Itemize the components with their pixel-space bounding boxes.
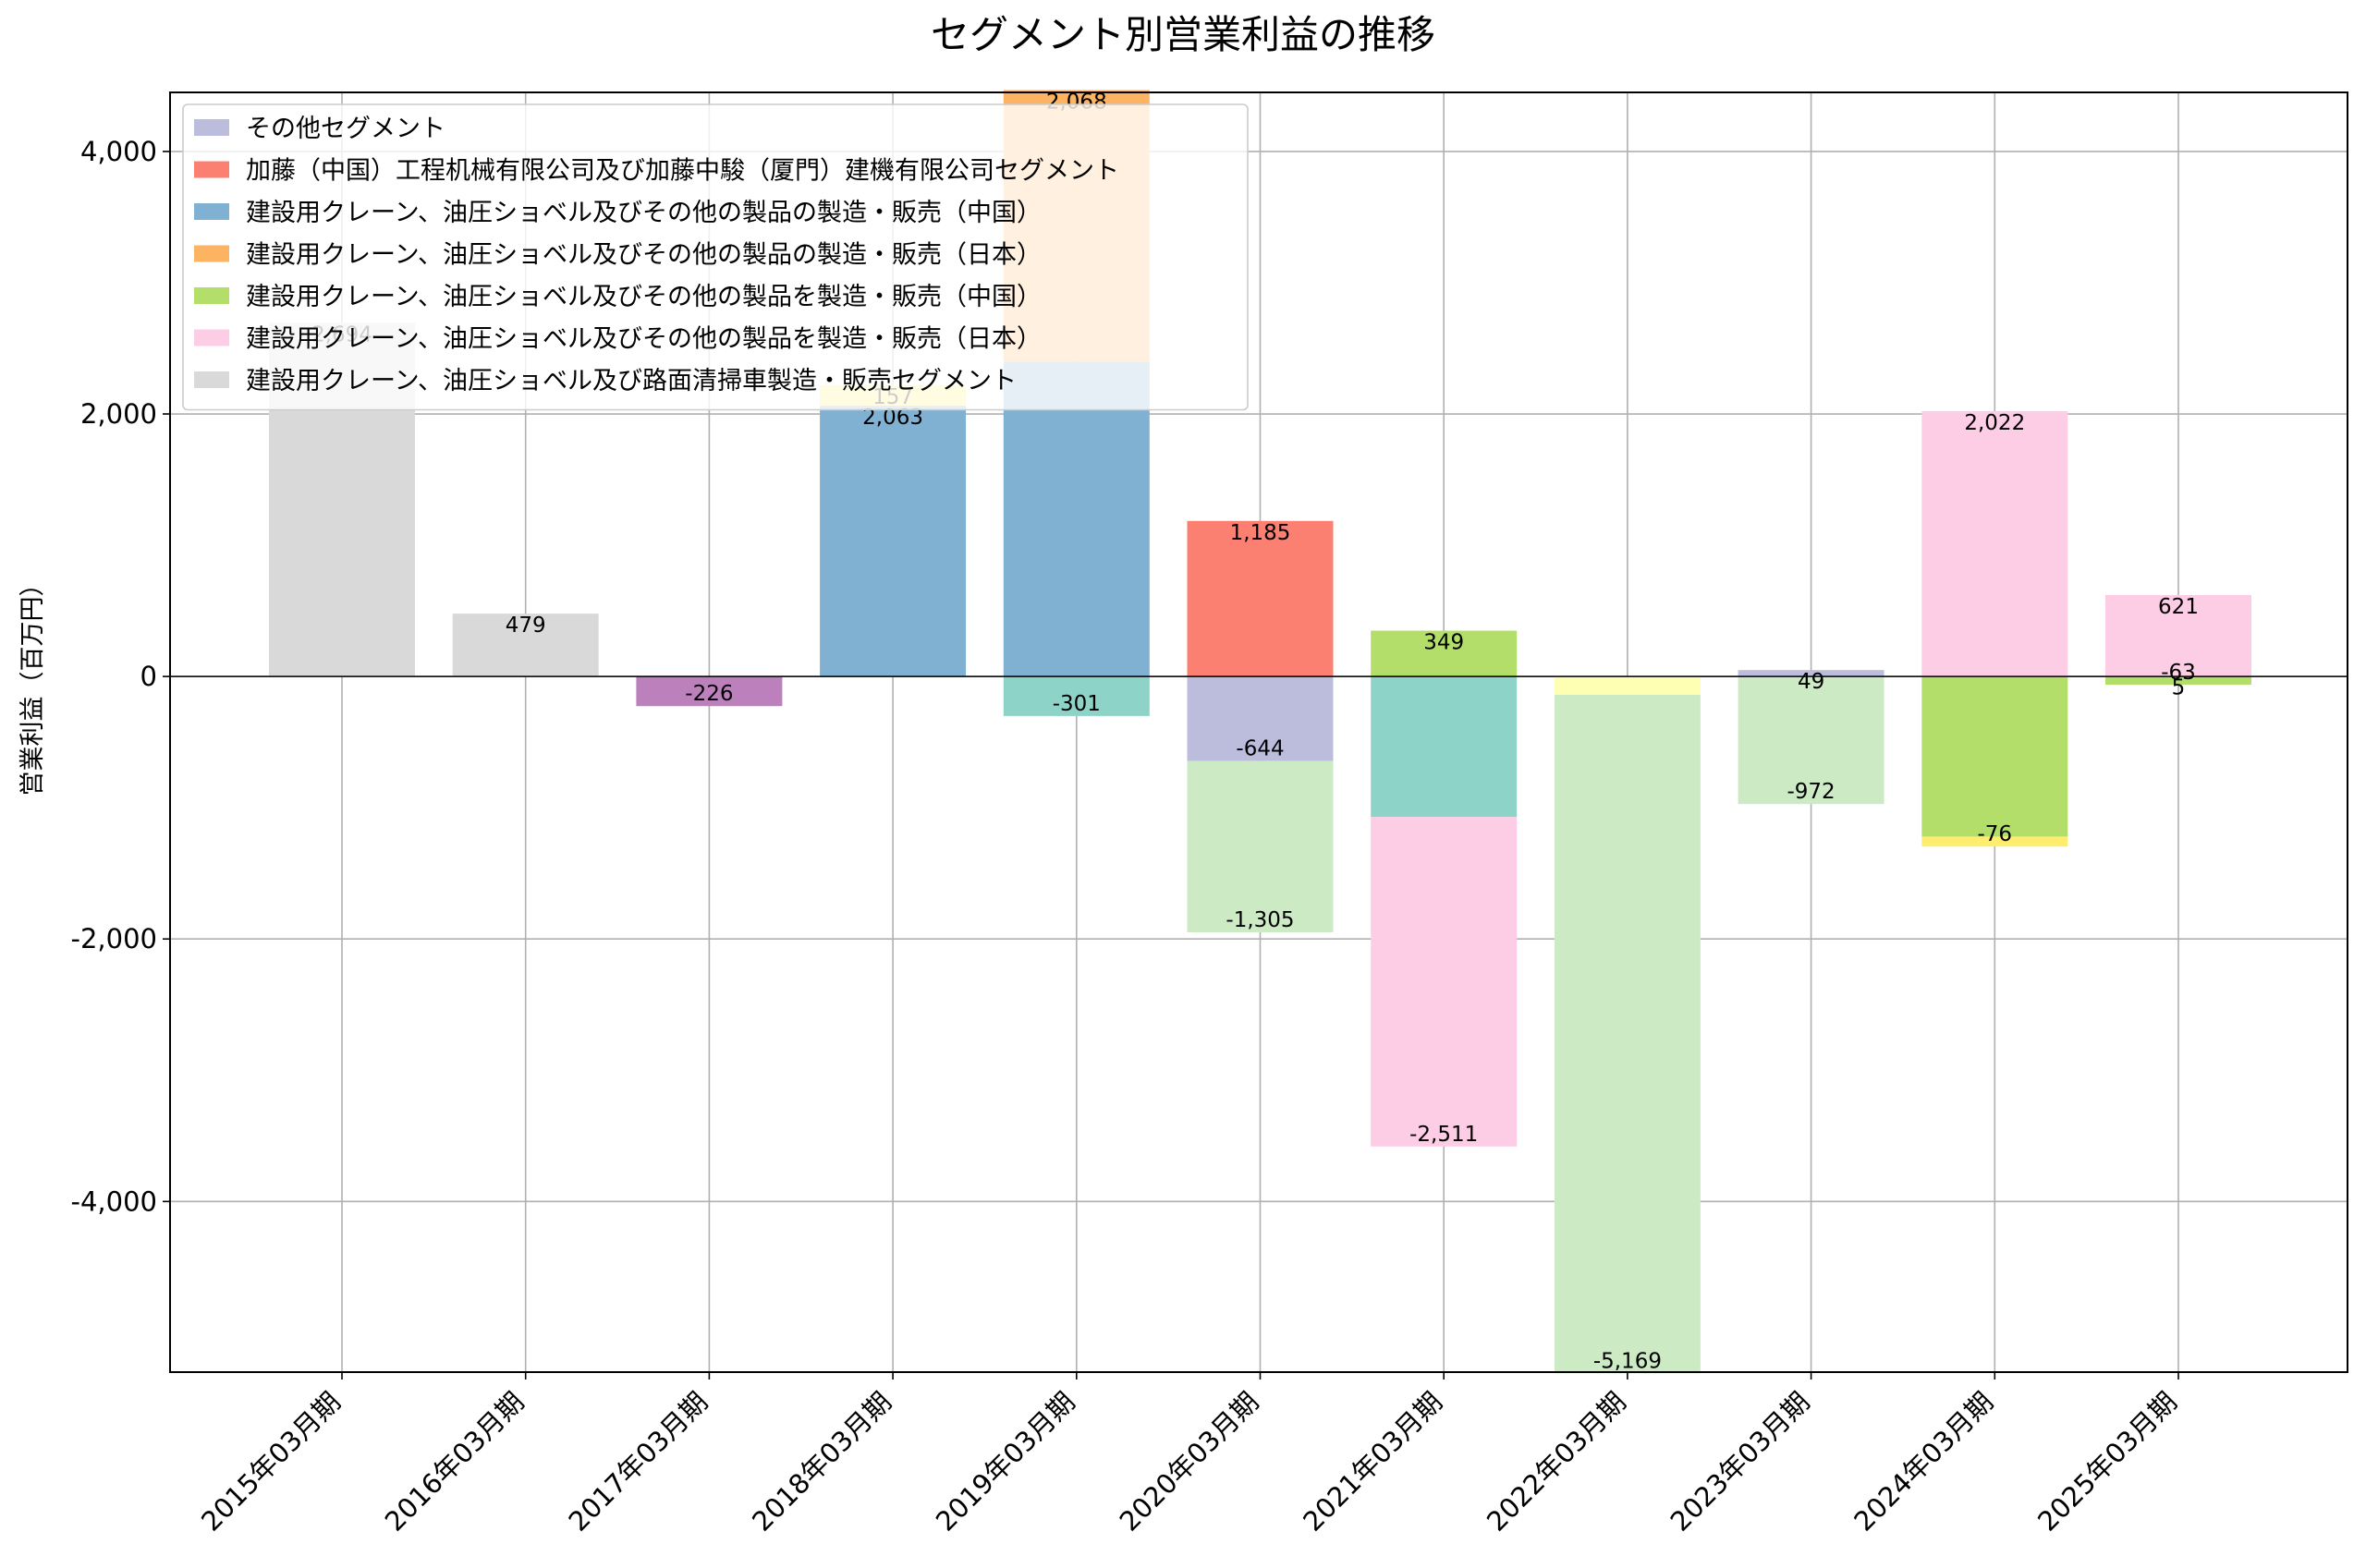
bar-segment xyxy=(820,406,967,677)
x-tick-label: 2024年03月期 xyxy=(1848,1386,1999,1538)
bar-value-label: -972 xyxy=(1787,780,1835,804)
bar-labels: 2,694479-2262,0631572,068-3011,185-644-1… xyxy=(311,90,2199,1373)
legend-swatch xyxy=(194,371,229,388)
x-tick-label: 2020年03月期 xyxy=(1114,1386,1265,1538)
bar-segment xyxy=(1371,676,1518,818)
bar-value-label: -63 xyxy=(2161,661,2196,685)
y-tick-label: 4,000 xyxy=(80,136,157,167)
legend-entry-label: 建設用クレーン、油圧ショベル及びその他の製品の製造・販売（日本） xyxy=(246,241,1042,270)
x-tick-label: 2017年03月期 xyxy=(562,1386,713,1538)
y-tick-label: 2,000 xyxy=(80,398,157,430)
x-tick-label: 2023年03月期 xyxy=(1665,1386,1816,1538)
bar-segment xyxy=(1738,676,1884,805)
bar-segment xyxy=(1187,760,1334,932)
x-tick-label: 2018年03月期 xyxy=(746,1386,897,1538)
bar-value-label: -1,305 xyxy=(1226,908,1294,932)
legend-entry-label: 建設用クレーン、油圧ショベル及びその他の製品を製造・販売（中国） xyxy=(246,283,1042,311)
bar-value-label: 5 xyxy=(2172,675,2186,699)
bar-value-label: 2,022 xyxy=(1964,411,2025,435)
bar-segment xyxy=(1554,676,1701,696)
chart-title: セグメント別営業利益の推移 xyxy=(931,12,1435,57)
bar-segment xyxy=(2105,594,2251,677)
bar-segment xyxy=(1003,361,1150,677)
bar-segment xyxy=(636,676,783,707)
bar-segment xyxy=(1003,676,1150,716)
bar-segment xyxy=(1921,836,2068,847)
legend-entry-label: 建設用クレーン、油圧ショベル及び路面清掃車製造・販売セグメント xyxy=(246,367,1017,395)
legend-entry-label: 建設用クレーン、油圧ショベル及びその他の製品を製造・販売（日本） xyxy=(246,325,1042,354)
legend-box xyxy=(182,103,1249,411)
plot-frame xyxy=(169,91,2348,1373)
legend-swatch xyxy=(194,245,229,262)
bar-value-label: -226 xyxy=(685,682,733,706)
x-tick-label: 2021年03月期 xyxy=(1297,1386,1448,1538)
bar-segment xyxy=(1371,630,1518,677)
bar-segment xyxy=(1554,695,1701,1374)
legend-entry-label: 建設用クレーン、油圧ショベル及びその他の製品の製造・販売（中国） xyxy=(246,199,1042,227)
bar-value-label: -301 xyxy=(1053,692,1101,716)
bar-value-label: -2,511 xyxy=(1409,1123,1478,1147)
x-tick-label: 2025年03月期 xyxy=(2031,1386,2183,1538)
bar-segment xyxy=(1187,676,1334,761)
bar-segment xyxy=(452,614,599,677)
legend-swatch xyxy=(194,329,229,346)
legend-entry-label: その他セグメント xyxy=(246,115,445,143)
bar-value-label: 49 xyxy=(1798,670,1824,694)
x-tick-label: 2022年03月期 xyxy=(1481,1386,1632,1538)
legend-swatch xyxy=(194,119,229,136)
bar-value-label: -76 xyxy=(1978,822,2013,846)
y-tick-label: -2,000 xyxy=(71,923,158,954)
bar-value-label: 479 xyxy=(506,614,546,638)
x-tick-label: 2019年03月期 xyxy=(930,1386,1081,1538)
bar-segment xyxy=(1921,676,2068,837)
bar-segment xyxy=(1738,670,1884,677)
legend-swatch xyxy=(194,203,229,220)
x-tick-label: 2016年03月期 xyxy=(379,1386,531,1538)
bar-value-label: -5,169 xyxy=(1593,1349,1662,1373)
bar-value-label: 1,185 xyxy=(1230,521,1291,545)
bars xyxy=(269,90,2251,1374)
y-axis-label: 営業利益（百万円） xyxy=(18,572,47,796)
bar-value-label: 621 xyxy=(2158,595,2199,619)
legend-swatch xyxy=(194,161,229,178)
y-tick-label: 0 xyxy=(140,661,157,692)
bar-value-label: 349 xyxy=(1423,631,1464,655)
y-tick-label: -4,000 xyxy=(71,1185,158,1217)
bar-segment xyxy=(1921,410,2068,677)
legend: その他セグメント加藤（中国）工程机械有限公司及び加藤中駿（厦門）建機有限公司セグ… xyxy=(182,103,1249,411)
bar-segment xyxy=(2105,676,2251,686)
bar-segment xyxy=(1187,520,1334,677)
bar-segment xyxy=(1371,817,1518,1147)
legend-entry-label: 加藤（中国）工程机械有限公司及び加藤中駿（厦門）建機有限公司セグメント xyxy=(246,157,1119,186)
x-tick-label: 2015年03月期 xyxy=(195,1386,347,1538)
bar-value-label: -644 xyxy=(1236,737,1284,761)
legend-swatch xyxy=(194,287,229,304)
